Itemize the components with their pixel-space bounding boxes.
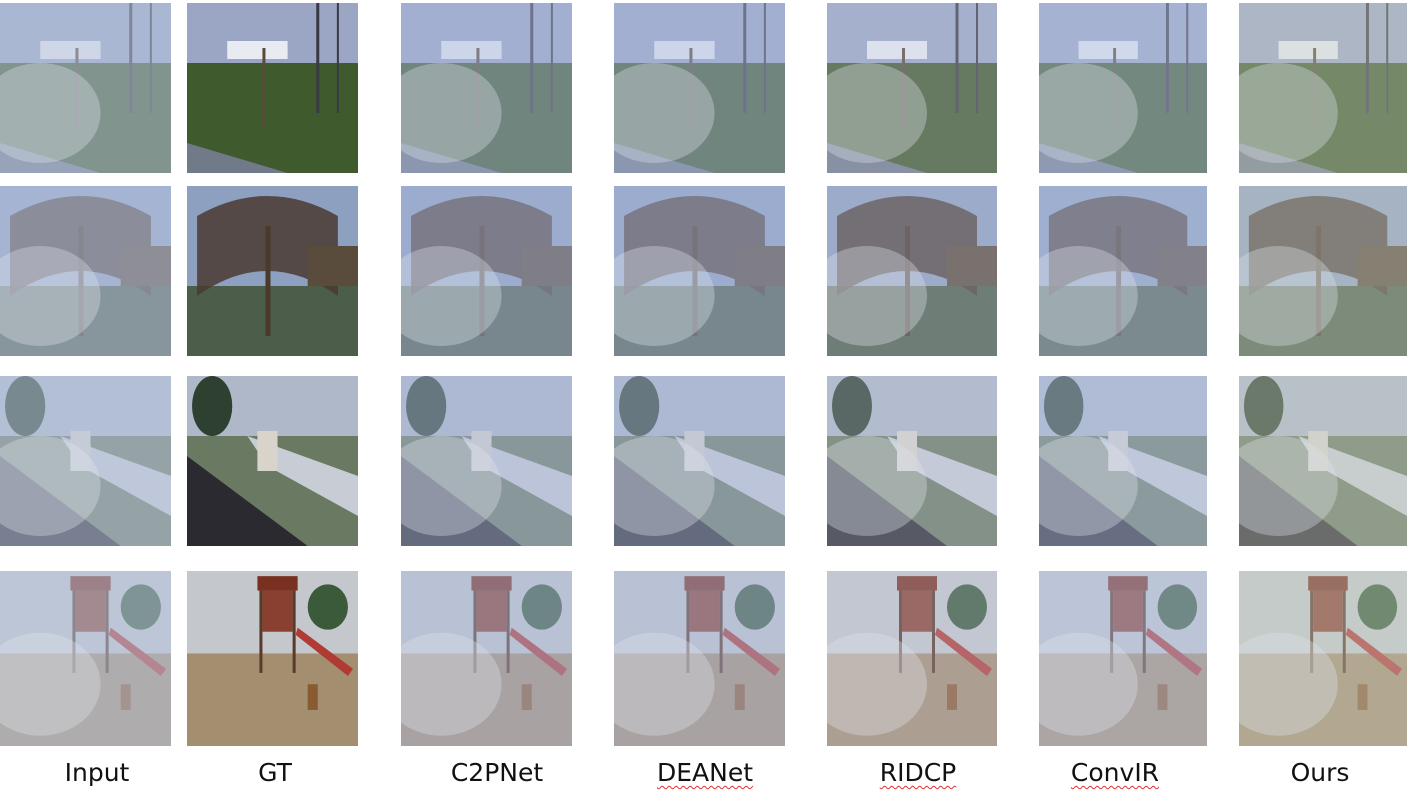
result-image-park-bench-lawn-convir bbox=[1039, 3, 1207, 173]
result-image-playground-slide-deanet bbox=[614, 571, 785, 746]
result-image-weeping-tree-garden-gt bbox=[187, 186, 358, 356]
result-image-playground-slide-c2pnet bbox=[401, 571, 572, 746]
label-deanet-text: DEANet bbox=[656, 758, 754, 787]
label-ridcp: RIDCP bbox=[833, 756, 1003, 790]
label-convir: ConvIR bbox=[1030, 756, 1200, 790]
result-image-weeping-tree-garden-c2pnet bbox=[401, 186, 572, 356]
result-image-park-bench-lawn-c2pnet bbox=[401, 3, 572, 173]
result-image-playground-slide-ridcp bbox=[827, 571, 997, 746]
label-gt: GT bbox=[258, 758, 292, 787]
label-input: Input bbox=[64, 758, 130, 787]
result-image-park-bench-lawn-input bbox=[0, 3, 171, 173]
result-image-weeping-tree-garden-ridcp bbox=[827, 186, 997, 356]
result-image-playground-slide-ours bbox=[1239, 571, 1407, 746]
result-image-weeping-tree-garden-ours bbox=[1239, 186, 1407, 356]
result-image-weeping-tree-garden-convir bbox=[1039, 186, 1207, 356]
result-image-park-bench-lawn-gt bbox=[187, 3, 358, 173]
result-image-weeping-tree-garden-deanet bbox=[614, 186, 785, 356]
label-c2pnet: C2PNet bbox=[450, 758, 544, 787]
result-image-garden-path-urn-ridcp bbox=[827, 376, 997, 546]
result-image-garden-path-urn-input bbox=[0, 376, 171, 546]
result-image-garden-path-urn-convir bbox=[1039, 376, 1207, 546]
result-image-park-bench-lawn-ridcp bbox=[827, 3, 997, 173]
result-image-garden-path-urn-deanet bbox=[614, 376, 785, 546]
result-image-garden-path-urn-ours bbox=[1239, 376, 1407, 546]
label-deanet: DEANet bbox=[620, 756, 790, 790]
label-ridcp-text: RIDCP bbox=[879, 758, 957, 787]
result-image-playground-slide-input bbox=[0, 571, 171, 746]
result-image-weeping-tree-garden-input bbox=[0, 186, 171, 356]
result-image-park-bench-lawn-ours bbox=[1239, 3, 1407, 173]
result-image-park-bench-lawn-deanet bbox=[614, 3, 785, 173]
label-convir-text: ConvIR bbox=[1070, 758, 1160, 787]
result-image-garden-path-urn-gt bbox=[187, 376, 358, 546]
result-image-playground-slide-gt bbox=[187, 571, 358, 746]
label-ours: Ours bbox=[1290, 758, 1350, 787]
result-image-garden-path-urn-c2pnet bbox=[401, 376, 572, 546]
result-image-playground-slide-convir bbox=[1039, 571, 1207, 746]
